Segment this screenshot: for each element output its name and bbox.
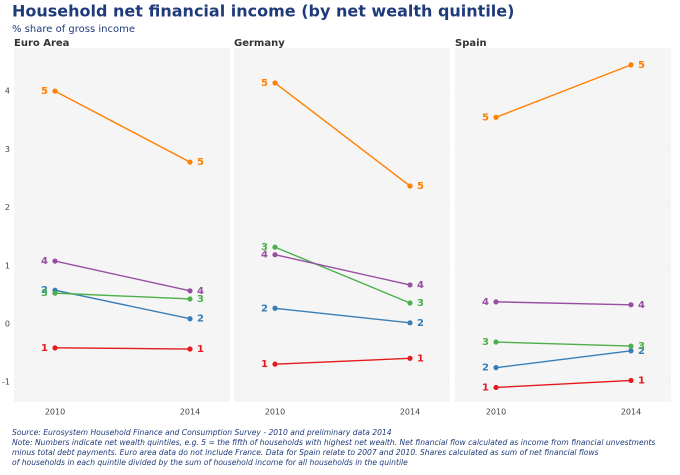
point (407, 183, 413, 189)
x-tick-label: 2010 (265, 408, 285, 417)
series-label: 2 (417, 318, 424, 329)
point (493, 384, 499, 391)
series-label: 2 (482, 363, 489, 374)
series-label: 1 (482, 382, 489, 393)
chart-title: Household net financial income (by net w… (12, 2, 514, 21)
y-tick-label: 4 (5, 87, 10, 96)
point (628, 302, 634, 308)
series-label: 4 (638, 300, 645, 311)
point (52, 258, 58, 264)
x-tick-label: 2014 (621, 408, 641, 417)
point (52, 88, 58, 94)
series-line (495, 301, 632, 306)
series-label: 2 (197, 314, 204, 325)
point (272, 244, 278, 250)
panel-title: Euro Area (14, 38, 69, 49)
point (493, 365, 499, 371)
x-tick-label: 2014 (180, 408, 200, 417)
point (272, 252, 278, 258)
note: minus total debt payments. Euro area dat… (12, 448, 599, 457)
series-label: 2 (638, 346, 645, 357)
series-label: 5 (638, 60, 645, 71)
point (187, 159, 193, 165)
series-line (54, 289, 191, 320)
series-label: 3 (41, 288, 48, 299)
series-line (274, 357, 411, 365)
series-line (54, 90, 191, 163)
series-line (495, 379, 632, 389)
point (52, 290, 58, 296)
series-label: 4 (417, 280, 424, 291)
series-line (274, 246, 411, 304)
series-label: 4 (41, 256, 48, 267)
point (187, 288, 193, 294)
series-label: 5 (482, 112, 489, 123)
series-label: 5 (197, 157, 204, 168)
series-label: 5 (261, 78, 268, 89)
series-label: 4 (482, 297, 489, 308)
series-label: 4 (197, 286, 204, 297)
point (407, 282, 413, 288)
point (493, 339, 499, 345)
point (407, 355, 413, 361)
note: Source: Eurosystem Household Finance and… (12, 428, 392, 437)
point (272, 80, 278, 86)
series-label: 3 (638, 341, 645, 352)
point (272, 361, 278, 367)
series-label: 5 (41, 86, 48, 97)
series-label: 3 (261, 242, 268, 253)
y-tick-label: -1 (2, 378, 10, 387)
point (187, 296, 193, 302)
note: of households in each quintile divided b… (12, 458, 408, 467)
panel-background (14, 48, 230, 402)
series-label: 2 (41, 285, 48, 296)
series-label: 1 (41, 343, 48, 354)
series-line (495, 341, 632, 347)
x-tick-label: 2010 (45, 408, 65, 417)
point (187, 346, 193, 352)
series-label: 4 (261, 250, 268, 261)
series-line (274, 82, 411, 187)
point (493, 299, 499, 305)
y-tick-label: 2 (5, 203, 10, 212)
point (628, 62, 634, 68)
panel-title: Spain (455, 38, 487, 49)
series-line (495, 350, 632, 369)
series-label: 1 (261, 359, 268, 370)
panel-background (234, 48, 450, 402)
point (272, 305, 278, 311)
chart-subtitle: % share of gross income (12, 24, 135, 35)
y-tick-label: 1 (5, 261, 10, 270)
series-line (54, 347, 191, 350)
point (407, 320, 413, 326)
series-label: 3 (417, 298, 424, 309)
panel-background (455, 48, 671, 402)
point (493, 114, 499, 120)
series-label: 3 (482, 337, 489, 348)
point (52, 345, 58, 351)
y-tick-label: 3 (5, 145, 10, 154)
y-tick-label: 0 (5, 319, 10, 328)
point (187, 316, 193, 322)
series-label: 1 (638, 375, 645, 386)
series-label: 1 (417, 353, 424, 364)
series-label: 2 (261, 303, 268, 314)
x-tick-label: 2010 (486, 408, 506, 417)
series-line (274, 307, 411, 324)
point (628, 377, 634, 384)
series-label: 1 (197, 344, 204, 355)
note: Note: Numbers indicate net wealth quinti… (12, 438, 655, 447)
series-label: 5 (417, 181, 424, 192)
series-line (54, 292, 191, 300)
panel-title: Germany (234, 38, 285, 49)
point (628, 343, 634, 349)
series-label: 3 (197, 294, 204, 305)
series-line (274, 254, 411, 286)
point (628, 348, 634, 354)
series-line (495, 64, 632, 118)
point (407, 300, 413, 306)
series-line (54, 260, 191, 292)
x-tick-label: 2014 (400, 408, 420, 417)
